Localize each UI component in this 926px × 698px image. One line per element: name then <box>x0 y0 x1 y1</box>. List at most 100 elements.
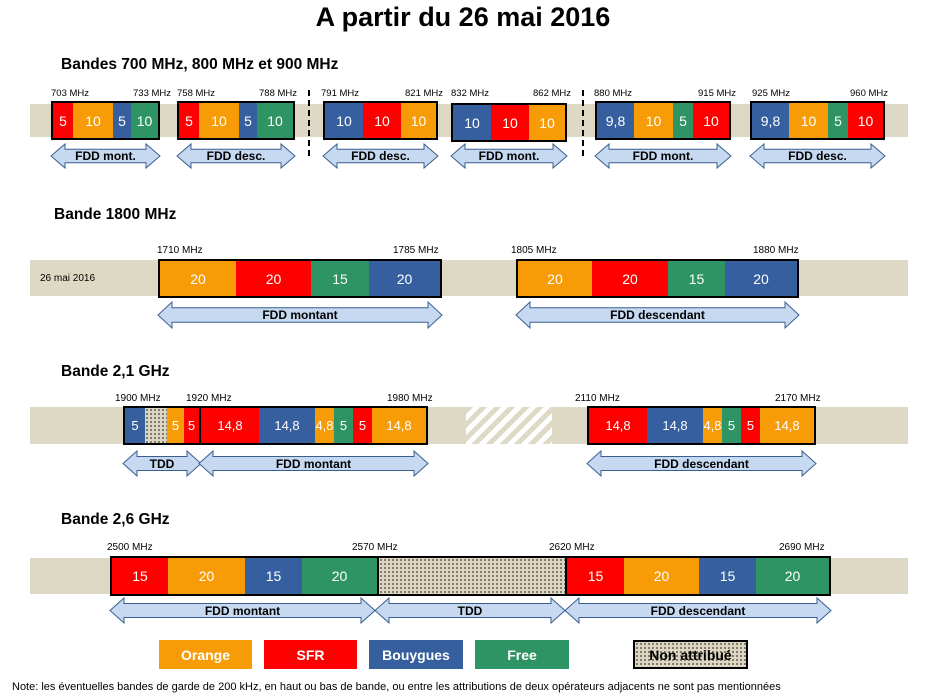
band-700-downlink: 5 10 5 10 <box>177 101 295 140</box>
arrow-fdd-down: FDD descendant <box>515 300 800 330</box>
freq-label: 2170 MHz <box>775 393 821 404</box>
legend-not-assigned: Non attribué <box>633 640 748 669</box>
legend-sfr: SFR <box>264 640 357 669</box>
freq-label: 2570 MHz <box>352 542 398 553</box>
unassigned-hatched-area <box>466 407 552 444</box>
freq-label: 1880 MHz <box>753 245 799 256</box>
band-1800-uplink: 20 20 15 20 <box>158 259 442 298</box>
segment-sfr: 5 <box>53 103 73 138</box>
segment-bouygues: 10 <box>453 105 491 140</box>
segment-bouygues: 14,8 <box>259 408 315 443</box>
footnote: Note: les éventuelles bandes de garde de… <box>12 681 781 693</box>
page-title: A partir du 26 mai 2016 <box>315 2 611 32</box>
arrow-label: FDD montant <box>262 308 338 322</box>
arrow-fdd-down: FDD descendant <box>586 449 817 478</box>
band-700-uplink: 5 10 5 10 <box>51 101 160 140</box>
segment-bouygues: 20 <box>369 261 440 296</box>
arrow-fdd-up: FDD montant <box>109 596 376 625</box>
segment-orange: 4,8 <box>703 408 722 443</box>
freq-label: 758 MHz <box>177 88 216 99</box>
segment-sfr: 5 <box>741 408 760 443</box>
double-arrow-shape <box>564 596 832 625</box>
arrow-label: FDD montant <box>275 456 352 471</box>
band-800-downlink: 10 10 10 <box>323 101 438 140</box>
legend-bouygues: Bouygues <box>369 640 463 669</box>
arrow-tdd: TDD <box>374 596 566 625</box>
arrow-fdd-down: FDD desc. <box>322 142 439 170</box>
freq-label: 821 MHz <box>405 88 444 99</box>
double-arrow-shape <box>749 142 886 170</box>
segment-sfr: 5 <box>353 408 372 443</box>
segment-sfr: 10 <box>363 103 401 138</box>
segment-free: 10 <box>131 103 158 138</box>
band-2100-uplink: 14,8 14,8 4,8 5 5 14,8 <box>199 406 428 445</box>
freq-label: 733 MHz <box>133 88 172 99</box>
segment-not-assigned <box>145 408 167 443</box>
arrow-label: FDD desc. <box>206 149 266 163</box>
arrow-fdd-up: FDD mont. <box>594 142 732 170</box>
legend-free: Free <box>475 640 569 669</box>
freq-label: 1710 MHz <box>157 245 203 256</box>
legend-orange: Orange <box>159 640 252 669</box>
segment-bouygues: 9,8 <box>597 103 634 138</box>
arrow-label: FDD desc. <box>351 149 410 163</box>
section-title-2100: Bande 2,1 GHz <box>61 363 170 380</box>
band-2600: 15 20 15 20 15 20 15 20 <box>110 556 831 596</box>
segment-bouygues: 9,8 <box>752 103 789 138</box>
arrow-fdd-up: FDD mont. <box>450 142 568 170</box>
segment-sfr: 10 <box>848 103 883 138</box>
freq-label: 925 MHz <box>752 88 791 99</box>
segment-bouygues: 5 <box>125 408 145 443</box>
segment-orange: 10 <box>634 103 673 138</box>
freq-label: 1920 MHz <box>186 393 232 404</box>
segment-sfr: 20 <box>236 261 311 296</box>
arrow-label: FDD mont. <box>75 149 136 163</box>
band-2100-tdd: 5 5 5 <box>123 406 201 445</box>
segment-sfr: 15 <box>567 558 624 594</box>
segment-free: 5 <box>673 103 693 138</box>
band-separator <box>308 90 310 156</box>
arrow-label: TDD <box>149 456 175 471</box>
freq-label: 915 MHz <box>698 88 737 99</box>
double-arrow-shape <box>515 300 800 330</box>
double-arrow-shape <box>157 300 443 330</box>
segment-orange: 14,8 <box>760 408 814 443</box>
date-label: 26 mai 2016 <box>40 273 96 284</box>
freq-label: 2690 MHz <box>779 542 825 553</box>
segment-orange: 14,8 <box>372 408 426 443</box>
arrow-label: FDD descendant <box>654 456 749 471</box>
segment-free: 20 <box>302 558 377 594</box>
band-1800-downlink: 20 20 15 20 <box>516 259 799 298</box>
arrow-label: FDD desc. <box>788 149 847 163</box>
arrow-fdd-down: FDD desc. <box>176 142 296 170</box>
segment-orange: 20 <box>160 261 236 296</box>
arrow-fdd-up: FDD montant <box>157 300 443 330</box>
segment-bouygues: 5 <box>113 103 131 138</box>
freq-label: 1980 MHz <box>387 393 433 404</box>
segment-sfr: 10 <box>491 105 529 140</box>
band-900-uplink: 9,8 10 5 10 <box>595 101 731 140</box>
freq-label: 1805 MHz <box>511 245 557 256</box>
freq-label: 862 MHz <box>533 88 572 99</box>
freq-label: 880 MHz <box>594 88 633 99</box>
arrow-label: FDD mont. <box>632 149 694 163</box>
segment-free: 5 <box>334 408 353 443</box>
arrow-tdd: TDD <box>122 449 202 478</box>
freq-label: 2500 MHz <box>107 542 153 553</box>
band-separator <box>582 90 584 156</box>
double-arrow-shape <box>594 142 732 170</box>
segment-free: 20 <box>756 558 829 594</box>
segment-free: 10 <box>257 103 293 138</box>
double-arrow-shape <box>198 449 429 478</box>
segment-sfr: 14,8 <box>589 408 647 443</box>
segment-orange: 10 <box>199 103 239 138</box>
freq-label: 2620 MHz <box>549 542 595 553</box>
segment-not-assigned <box>377 558 567 594</box>
freq-label: 791 MHz <box>321 88 360 99</box>
segment-free: 5 <box>722 408 741 443</box>
arrow-label: FDD mont. <box>478 149 540 163</box>
arrow-label: FDD descendant <box>610 308 705 322</box>
segment-orange: 10 <box>789 103 828 138</box>
arrow-label: FDD descendant <box>650 603 746 618</box>
double-arrow-shape <box>50 142 161 170</box>
